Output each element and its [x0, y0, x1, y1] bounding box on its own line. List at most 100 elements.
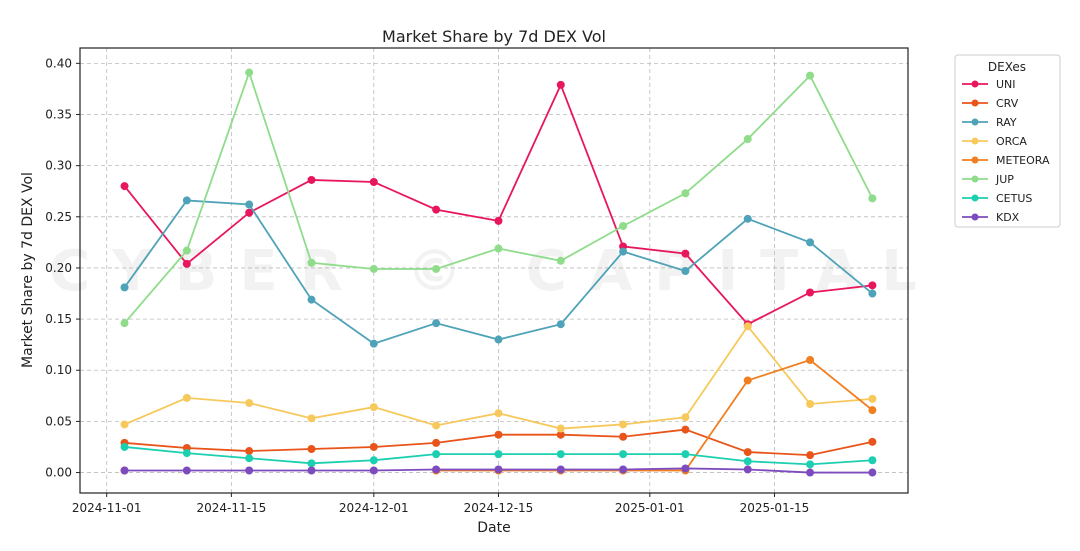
data-point	[681, 249, 690, 258]
data-point	[494, 409, 503, 418]
legend-title: DEXes	[988, 60, 1026, 74]
y-axis-label: Market Share by 7d DEX Vol	[20, 172, 36, 368]
legend-marker	[971, 99, 979, 107]
data-point	[806, 451, 815, 460]
data-point	[743, 376, 752, 385]
data-point	[432, 421, 441, 430]
data-point	[182, 259, 191, 268]
data-point	[494, 430, 503, 439]
data-point	[619, 465, 628, 474]
data-point	[432, 465, 441, 474]
data-point	[245, 466, 254, 475]
x-axis: 2024-11-01 2024-11-15 2024-12-01 2024-12-15…	[72, 493, 809, 515]
data-point	[806, 71, 815, 80]
data-point	[494, 216, 503, 225]
data-point	[245, 447, 254, 456]
data-point	[868, 194, 877, 203]
data-point	[369, 264, 378, 273]
data-point	[681, 425, 690, 434]
data-point	[868, 437, 877, 446]
data-point	[245, 200, 254, 209]
series-crv	[120, 425, 877, 460]
watermark: CYBER © CAPITAL	[49, 239, 939, 304]
y-tick-label: 0.20	[45, 261, 72, 275]
y-tick-label: 0.40	[45, 56, 72, 70]
data-point	[120, 442, 129, 451]
y-tick-label: 0.05	[45, 414, 72, 428]
data-point	[806, 460, 815, 469]
legend-label: JUP	[995, 173, 1014, 186]
y-axis: 0.00 0.05 0.10 0.15 0.20 0.25 0.30 0.35 0.40	[45, 56, 80, 480]
data-point	[245, 398, 254, 407]
legend-label: CETUS	[996, 192, 1032, 205]
data-point	[369, 466, 378, 475]
x-tick-label: 2024-11-01	[72, 501, 142, 515]
legend-marker	[971, 118, 979, 126]
data-point	[307, 445, 316, 454]
data-point	[868, 406, 877, 415]
data-point	[619, 420, 628, 429]
data-point	[868, 289, 877, 298]
legend-marker	[971, 80, 979, 88]
data-point	[494, 450, 503, 459]
data-point	[432, 319, 441, 328]
x-tick-label: 2024-11-15	[196, 501, 266, 515]
data-point	[307, 258, 316, 267]
data-point	[806, 238, 815, 247]
data-point	[743, 135, 752, 144]
data-point	[806, 400, 815, 408]
data-point	[619, 432, 628, 441]
data-point	[556, 80, 565, 89]
series-orca	[120, 322, 877, 433]
data-point	[369, 442, 378, 451]
data-point	[556, 465, 565, 474]
data-point	[369, 403, 378, 412]
legend: DEXes UNI CRV RAY ORCA METEORA JUP CETUS KDX	[954, 54, 1061, 228]
data-point	[120, 319, 129, 328]
data-point	[120, 466, 129, 475]
data-point	[681, 189, 690, 198]
data-point	[307, 459, 316, 468]
data-point	[556, 430, 565, 439]
data-point	[681, 267, 690, 276]
y-tick-label: 0.00	[45, 466, 72, 480]
y-tick-label: 0.15	[45, 312, 72, 326]
legend-label: RAY	[996, 116, 1017, 129]
y-tick-label: 0.25	[45, 210, 72, 224]
data-point	[619, 450, 628, 459]
data-point	[743, 457, 752, 466]
data-point	[182, 196, 191, 205]
data-point	[369, 178, 378, 187]
data-point	[369, 339, 378, 348]
data-point	[120, 283, 129, 292]
data-point	[432, 450, 441, 459]
x-tick-label: 2024-12-01	[339, 501, 409, 515]
data-point	[307, 414, 316, 423]
data-point	[868, 394, 877, 403]
data-point	[619, 222, 628, 230]
data-point	[120, 420, 129, 429]
data-point	[556, 320, 565, 329]
x-tick-label: 2024-12-15	[464, 501, 534, 515]
y-tick-label: 0.30	[45, 159, 72, 173]
data-point	[307, 295, 316, 304]
series-line	[436, 359, 873, 472]
series-jup	[120, 68, 877, 328]
series-ray	[120, 196, 877, 348]
data-point	[556, 256, 565, 265]
data-point	[556, 450, 565, 459]
data-point	[182, 449, 191, 458]
data-point	[245, 68, 254, 77]
legend-label: KDX	[996, 211, 1020, 224]
data-point	[868, 468, 877, 477]
y-tick-label: 0.10	[45, 363, 72, 377]
data-point	[556, 424, 565, 433]
data-point	[681, 464, 690, 473]
legend-label: CRV	[996, 97, 1019, 110]
data-point	[307, 466, 316, 475]
data-point	[619, 247, 628, 256]
series-kdx	[120, 464, 877, 477]
data-point	[743, 448, 752, 457]
x-tick-label: 2025-01-15	[740, 501, 810, 515]
x-tick-label: 2025-01-01	[615, 501, 685, 515]
